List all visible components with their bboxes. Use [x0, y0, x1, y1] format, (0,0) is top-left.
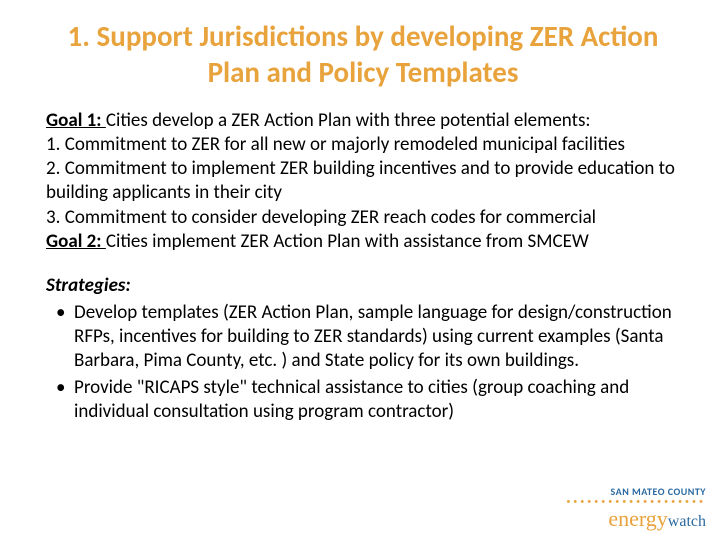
goals-block: Goal 1: Cities develop a ZER Action Plan… — [46, 109, 680, 255]
logo-main: energywatch — [556, 506, 706, 532]
goal-1-label: Goal 1: — [46, 109, 106, 132]
logo-dots: •••••••••••••••••••• — [556, 499, 706, 505]
goal-1: Goal 1: Cities develop a ZER Action Plan… — [46, 109, 680, 133]
goal-1-element-1: 1. Commitment to ZER for all new or majo… — [46, 133, 680, 157]
slide-content: 1. Support Jurisdictions by developing Z… — [0, 0, 720, 424]
goal-1-text: Cities develop a ZER Action Plan with th… — [106, 109, 591, 132]
list-item: Develop templates (ZER Action Plan, samp… — [46, 301, 680, 374]
strategies-list: Develop templates (ZER Action Plan, samp… — [46, 301, 680, 425]
logo: SAN MATEO COUNTY •••••••••••••••••••• en… — [556, 485, 706, 532]
goal-2: Goal 2: Cities implement ZER Action Plan… — [46, 230, 680, 254]
strategies-label: Strategies: — [46, 274, 680, 298]
logo-energy: energy — [608, 506, 667, 531]
list-item: Provide "RICAPS style" technical assista… — [46, 376, 680, 425]
goal-1-element-2: 2. Commitment to implement ZER building … — [46, 157, 680, 206]
logo-watch: watch — [668, 513, 706, 530]
logo-top-text: SAN MATEO COUNTY — [556, 485, 706, 498]
strategies-block: Strategies: Develop templates (ZER Actio… — [46, 274, 680, 424]
goal-2-label: Goal 2: — [46, 230, 106, 253]
goal-1-element-3: 3. Commitment to consider developing ZER… — [46, 206, 680, 230]
slide-title: 1. Support Jurisdictions by developing Z… — [46, 18, 680, 91]
goal-2-text: Cities implement ZER Action Plan with as… — [106, 230, 589, 253]
